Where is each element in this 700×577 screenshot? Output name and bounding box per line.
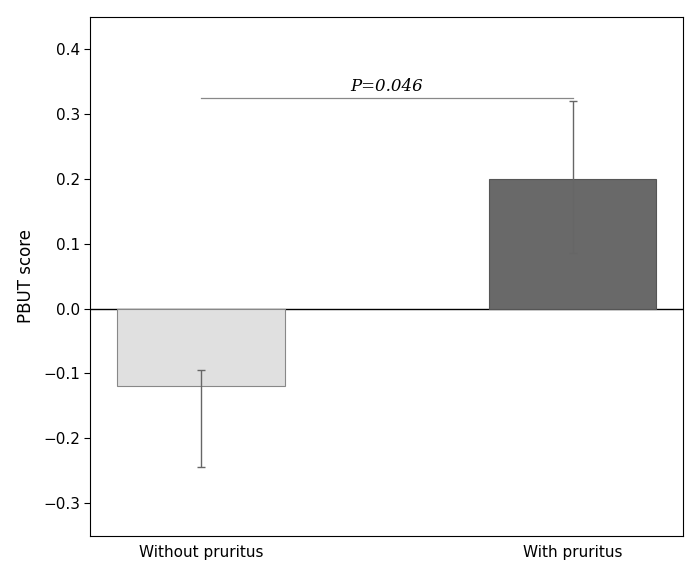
Bar (118, 309, 285, 387)
Y-axis label: PBUT score: PBUT score (17, 229, 35, 323)
Text: P=0.046: P=0.046 (351, 77, 424, 95)
Bar (489, 179, 657, 309)
